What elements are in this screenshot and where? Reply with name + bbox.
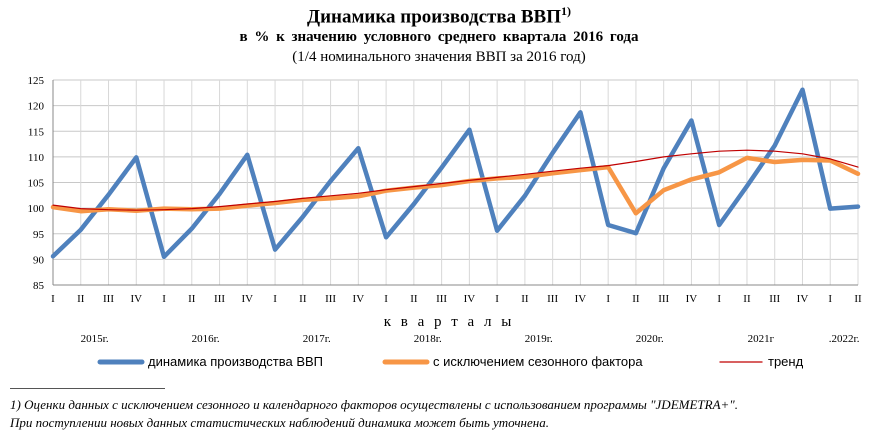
legend: динамика производства ВВП с исключением с… (97, 354, 804, 369)
x-tick-quarter-17: II (521, 293, 529, 305)
x-year-label: 2016г. (192, 333, 220, 345)
x-tick-quarter-26: III (769, 293, 780, 305)
x-tick-quarter-10: III (325, 293, 336, 305)
x-tick-quarter-28: I (828, 293, 832, 305)
x-tick-quarter-8: I (273, 293, 277, 305)
title-footnote-mark: 1) (560, 4, 571, 18)
x-tick-quarter-2: III (103, 293, 114, 305)
x-tick-quarter-15: IV (464, 293, 476, 305)
x-tick-quarter-9: II (299, 293, 307, 305)
x-year-label: .2022г. (829, 333, 860, 345)
chart-subtitle: в % к значению условного среднего кварта… (239, 29, 639, 45)
x-year-label: 2018г. (414, 333, 442, 345)
legend-label-2: тренд (768, 354, 804, 369)
y-tick-90: 90 (33, 254, 45, 266)
x-tick-quarter-3: IV (130, 293, 142, 305)
x-tick-quarter-27: IV (797, 293, 809, 305)
x-tick-quarter-13: II (410, 293, 418, 305)
x-tick-quarter-18: III (547, 293, 558, 305)
y-tick-100: 100 (28, 203, 45, 215)
series-line-2 (52, 149, 859, 211)
x-year-label: 2015г. (81, 333, 109, 345)
footnote-line-2: При поступлении новых данных статистичес… (10, 415, 549, 430)
x-tick-quarter-24: I (717, 293, 721, 305)
chart-title: Динамика производства ВВП1) (0, 4, 878, 28)
x-axis-title: к в а р т а л ы (384, 314, 515, 330)
x-tick-quarter-12: I (384, 293, 388, 305)
x-tick-quarter-1: II (77, 293, 85, 305)
gridlines (52, 79, 859, 286)
x-tick-quarter-25: II (743, 293, 751, 305)
legend-label-0: динамика производства ВВП (148, 354, 323, 369)
x-year-label: 2020г. (636, 333, 664, 345)
x-tick-quarter-22: III (658, 293, 669, 305)
y-tick-95: 95 (33, 229, 45, 241)
chart-title-text: Динамика производства ВВП (307, 6, 561, 28)
x-tick-quarter-7: IV (242, 293, 254, 305)
y-tick-110: 110 (28, 152, 45, 164)
x-tick-quarter-21: II (632, 293, 640, 305)
x-tick-quarter-0: I (51, 293, 55, 305)
footnote-line-1: 1) Оценки данных с исключением сезонного… (10, 397, 738, 412)
x-year-label: 2021г (748, 333, 775, 345)
x-tick-quarter-20: I (606, 293, 610, 305)
series-lines (50, 87, 861, 260)
y-tick-125: 125 (28, 75, 45, 87)
y-axis: 85 90 95 100 105 110 115 120 125 (28, 75, 54, 292)
x-year-label: 2019г. (525, 333, 553, 345)
x-tick-quarter-16: I (495, 293, 499, 305)
y-tick-120: 120 (28, 101, 45, 113)
x-tick-quarter-29: II (854, 293, 862, 305)
y-tick-115: 115 (28, 126, 45, 138)
y-tick-105: 105 (28, 178, 45, 190)
footnote-separator (10, 388, 165, 389)
x-tick-quarter-19: IV (575, 293, 587, 305)
x-tick-quarter-6: III (214, 293, 225, 305)
legend-label-1: с исключением сезонного фактора (433, 354, 643, 369)
x-axis: I II III IV I II III IV I II III IV I II III IV I II III IV… (51, 284, 862, 345)
series-line-0 (50, 87, 861, 260)
x-tick-quarter-11: IV (353, 293, 365, 305)
y-tick-85: 85 (33, 280, 45, 292)
chart-subtitle-2: (1/4 номинального значения ВВП за 2016 г… (292, 49, 586, 65)
series-line-1 (50, 155, 861, 216)
x-tick-quarter-23: IV (686, 293, 698, 305)
x-year-label: 2017г. (303, 333, 331, 345)
x-tick-quarter-14: III (436, 293, 447, 305)
x-tick-quarter-4: I (162, 293, 166, 305)
x-tick-quarter-5: II (188, 293, 196, 305)
